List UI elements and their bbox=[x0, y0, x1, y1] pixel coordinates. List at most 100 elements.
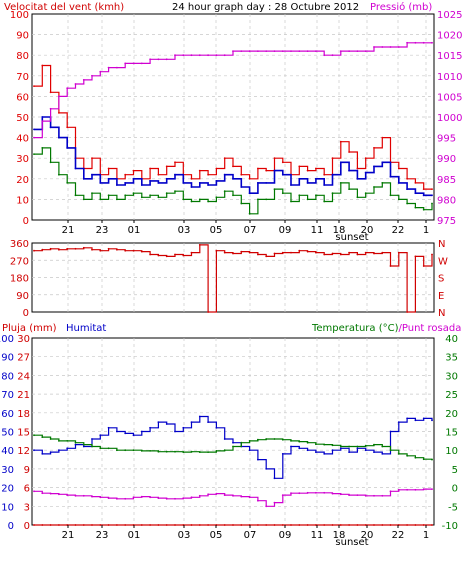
temp-axis-label: 30 bbox=[445, 371, 458, 382]
series-pressure-point bbox=[248, 50, 251, 52]
series-pressure bbox=[34, 42, 432, 139]
series-low-point bbox=[33, 153, 35, 156]
series-gust-point bbox=[306, 169, 309, 172]
series-average-point bbox=[149, 180, 152, 182]
series-average-point bbox=[281, 173, 284, 176]
series-gust-point bbox=[414, 182, 417, 184]
series-rain-point bbox=[306, 524, 309, 526]
series-gust-point bbox=[356, 167, 359, 170]
series-gust-point bbox=[174, 161, 176, 164]
series-dewpoint-point bbox=[422, 488, 425, 490]
series-pressure-point bbox=[257, 50, 259, 52]
series-dewpoint-point bbox=[397, 488, 400, 491]
pressure-axis-label: 990 bbox=[437, 154, 456, 165]
series-low bbox=[34, 147, 433, 215]
series-low-point bbox=[140, 196, 143, 199]
time-tick-label: 03 bbox=[178, 225, 191, 236]
series-dewpoint-point bbox=[33, 490, 35, 493]
series-pressure-point bbox=[198, 54, 201, 57]
series-pressure-point bbox=[373, 46, 375, 48]
series-average-point bbox=[339, 161, 342, 164]
series-low-point bbox=[232, 194, 234, 197]
series-dewpoint-point bbox=[124, 497, 127, 500]
series-gust-point bbox=[298, 165, 301, 168]
series-humidity-point bbox=[381, 453, 384, 455]
series-gust-point bbox=[107, 167, 110, 170]
series-rain-point bbox=[33, 524, 35, 526]
time-tick-label: 1 bbox=[423, 225, 429, 236]
pressure-axis-label: 1005 bbox=[437, 92, 462, 103]
series-low-point bbox=[223, 190, 226, 193]
series-pressure-point bbox=[124, 62, 127, 65]
series-direction-point bbox=[149, 253, 152, 256]
series-pressure-point bbox=[215, 54, 218, 57]
series-pressure-point bbox=[339, 50, 342, 52]
rain-axis-label: 0 bbox=[24, 521, 30, 532]
humidity-axis-label: 60 bbox=[1, 409, 14, 420]
humidity-axis-label: 90 bbox=[1, 353, 14, 364]
series-low-point bbox=[364, 192, 367, 195]
series-low-point bbox=[381, 182, 384, 184]
series-average-point bbox=[223, 173, 226, 176]
series-pressure-point bbox=[356, 50, 359, 52]
series-low-point bbox=[207, 200, 210, 203]
series-low-point bbox=[157, 196, 160, 199]
series-average-point bbox=[82, 177, 85, 180]
series-dewpoint-point bbox=[373, 494, 375, 497]
series-dewpoint-point bbox=[331, 492, 334, 495]
series-rain-point bbox=[190, 524, 193, 526]
series-temperature-point bbox=[273, 438, 276, 440]
chart-date-title: 24 hour graph day : 28 Octubre 2012 bbox=[172, 2, 359, 13]
time-tick-label: 01 bbox=[128, 530, 141, 541]
series-dewpoint-point bbox=[348, 494, 350, 496]
wind-axis-label: 90 bbox=[16, 31, 29, 42]
series-low-point bbox=[281, 192, 284, 195]
series-temperature-point bbox=[373, 443, 375, 446]
series-direction-point bbox=[58, 248, 60, 251]
series-gust-point bbox=[331, 157, 334, 160]
series-pressure-point bbox=[66, 87, 69, 90]
series-pressure-point bbox=[381, 46, 384, 48]
rain-axis-label: 6 bbox=[24, 484, 30, 495]
rain-label: Pluja (mm) bbox=[2, 323, 57, 334]
series-average-point bbox=[373, 165, 375, 168]
series-low-point bbox=[389, 194, 392, 197]
series-average-point bbox=[323, 184, 326, 186]
series-pressure-point bbox=[99, 70, 102, 73]
time-tick-label: 18 bbox=[333, 530, 346, 541]
series-dewpoint-point bbox=[257, 499, 259, 502]
time-tick-label: 18 bbox=[333, 225, 346, 236]
series-direction-point bbox=[66, 247, 69, 250]
series-direction-point bbox=[348, 251, 350, 254]
series-temperature-point bbox=[41, 436, 44, 438]
wind-axis-label: 100 bbox=[10, 10, 29, 21]
series-humidity-point bbox=[49, 451, 52, 453]
series-humidity-point bbox=[116, 430, 118, 433]
series-dewpoint-point bbox=[364, 494, 367, 497]
series-direction-point bbox=[165, 255, 168, 258]
series-pressure-point bbox=[107, 66, 110, 69]
series-pressure-point bbox=[33, 136, 35, 139]
series-temperature-point bbox=[207, 451, 210, 453]
series-gust-point bbox=[273, 157, 276, 160]
time-tick-label: 23 bbox=[96, 225, 109, 236]
series-gust-point bbox=[157, 173, 160, 176]
series-dewpoint-point bbox=[431, 488, 433, 490]
series-temperature-point bbox=[422, 458, 425, 461]
series-average-point bbox=[389, 175, 392, 178]
series-humidity-point bbox=[281, 453, 284, 455]
series-pressure-point bbox=[364, 50, 367, 52]
series-gust-point bbox=[422, 188, 425, 191]
series-temperature-point bbox=[198, 451, 201, 453]
series-dewpoint-point bbox=[82, 494, 85, 497]
wind-axis-label: 30 bbox=[16, 154, 29, 165]
series-low-point bbox=[273, 188, 276, 191]
series-gust-point bbox=[397, 167, 400, 170]
series-pressure-point bbox=[74, 83, 77, 85]
series-direction-point bbox=[273, 252, 276, 255]
series-temperature-point bbox=[323, 443, 326, 446]
series-dewpoint-point bbox=[223, 494, 226, 496]
